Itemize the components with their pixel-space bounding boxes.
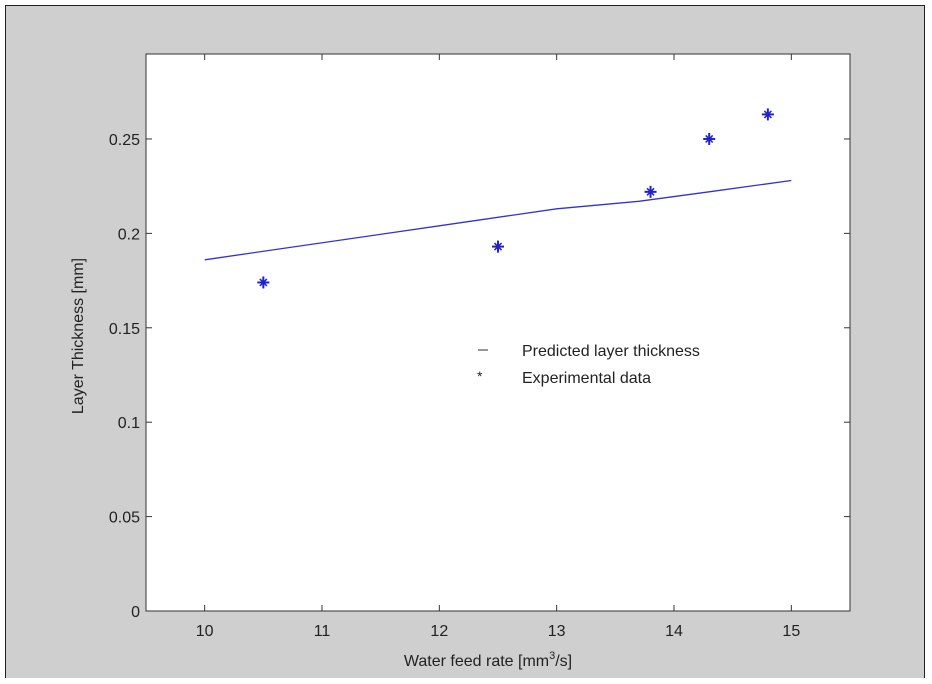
y-tick-label: 0.2 [118,226,140,243]
data-point [761,108,774,121]
x-tick-label: 12 [430,623,448,640]
y-axis-label: Layer Thickness [mm] [70,258,87,414]
x-axis-label: Water feed rate [mm3/s] [404,650,572,670]
y-tick-label: 0 [131,604,140,621]
x-tick-label: 15 [782,623,800,640]
y-axis-ticks: 0 0.05 0.1 0.15 0.2 0.25 [109,132,850,621]
y-tick-label: 0.25 [109,132,140,149]
x-axis-label-main: Water feed rate [mm [404,653,549,670]
y-tick-label: 0.1 [118,415,140,432]
figure-frame: 0 0.05 0.1 0.15 0.2 0.25 10 11 12 13 14 15 Layer T… [5,5,925,678]
x-tick-label: 13 [548,623,566,640]
data-point [257,276,270,289]
legend-entry-experimental: Experimental data [522,370,651,387]
x-axis-ticks: 10 11 12 13 14 15 [196,54,800,640]
x-tick-label: 10 [196,623,214,640]
series-layer [204,108,792,289]
plot-area [145,53,851,612]
legend: Predicted layer thickness * Experimental… [477,343,700,387]
series-line-predicted [204,179,792,261]
x-tick-label: 11 [314,623,331,640]
y-tick-label: 0.15 [109,321,140,338]
legend-entry-predicted: Predicted layer thickness [522,343,700,360]
y-tick-label: 0.05 [109,510,140,527]
data-point [644,185,657,198]
x-tick-label: 14 [665,623,683,640]
chart: 0 0.05 0.1 0.15 0.2 0.25 10 11 12 13 14 15 Layer T… [70,53,851,670]
legend-marker-swatch: * [477,368,483,384]
x-axis-label-suffix: /s] [555,653,572,670]
x-axis-label-sup: 3 [549,650,555,662]
data-point [492,240,504,253]
data-point [703,132,716,145]
